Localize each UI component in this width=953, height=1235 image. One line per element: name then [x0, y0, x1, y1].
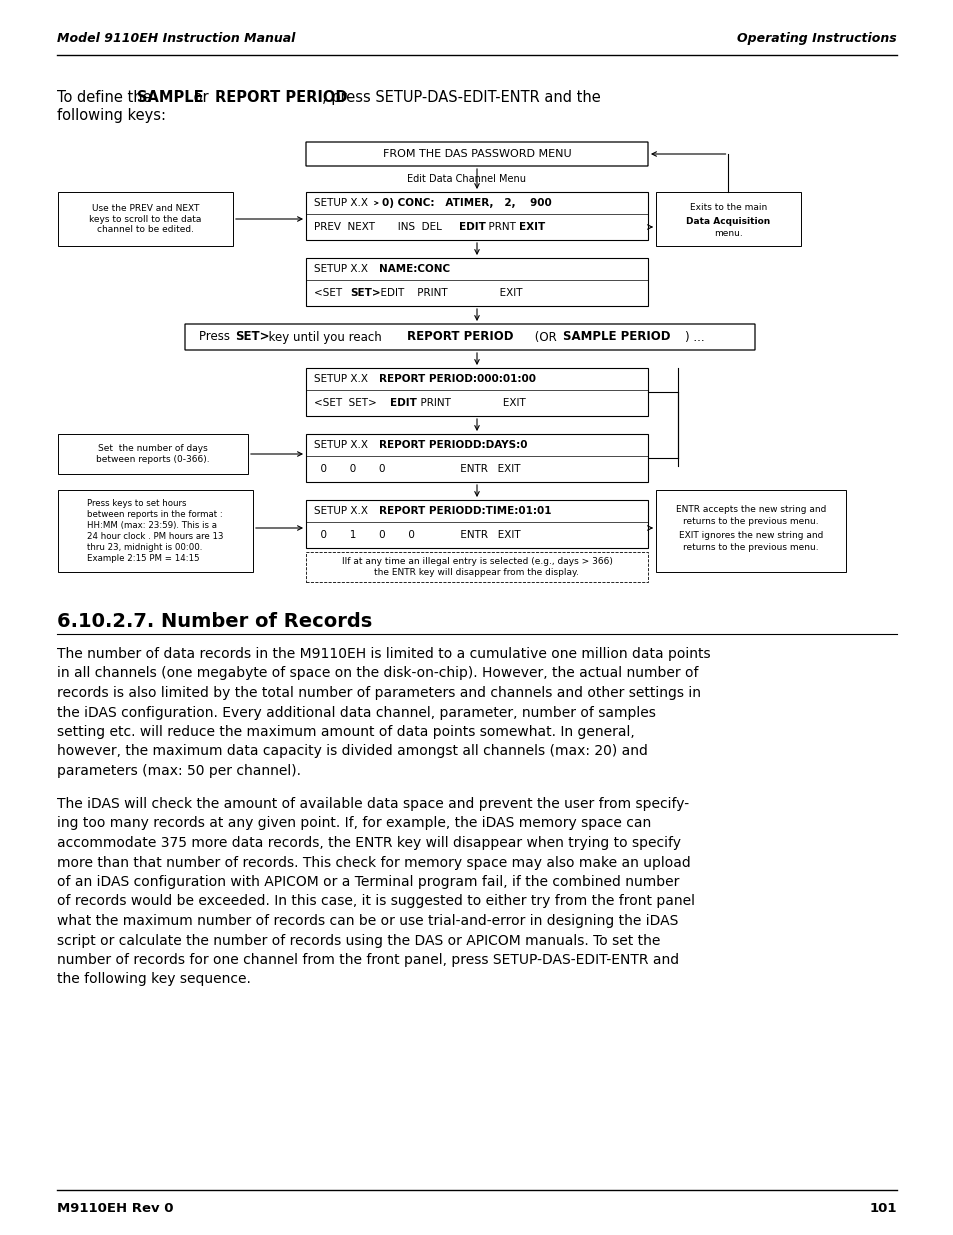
Text: 0) CONC:   ATIMER,   2,    900: 0) CONC: ATIMER, 2, 900	[381, 198, 551, 207]
Text: <SET  SET>: <SET SET>	[314, 398, 383, 408]
Text: SETUP X.X: SETUP X.X	[314, 198, 368, 207]
Text: SET>: SET>	[350, 288, 380, 298]
Text: Press keys to set hours
between reports in the format :
HH:MM (max: 23:59). This: Press keys to set hours between reports …	[87, 499, 224, 563]
Text: SETUP X.X: SETUP X.X	[314, 440, 368, 450]
Bar	[306, 191, 647, 240]
Text: PRNT: PRNT	[481, 222, 522, 232]
Text: Model 9110EH Instruction Manual: Model 9110EH Instruction Manual	[57, 32, 295, 44]
Text: returns to the previous menu.: returns to the previous menu.	[682, 543, 818, 552]
Bar	[306, 500, 647, 548]
Text: FROM THE DAS PASSWORD MENU: FROM THE DAS PASSWORD MENU	[382, 149, 571, 159]
Text: REPORT PERIODD:TIME:01:01: REPORT PERIODD:TIME:01:01	[378, 506, 551, 516]
Text: , press SETUP-DAS-EDIT-ENTR and the: , press SETUP-DAS-EDIT-ENTR and the	[322, 90, 600, 105]
Text: ) ...: ) ...	[684, 331, 704, 343]
Bar	[656, 490, 845, 572]
Text: following keys:: following keys:	[57, 107, 166, 124]
Text: To define the: To define the	[57, 90, 156, 105]
Bar	[306, 258, 647, 306]
Text: EDIT: EDIT	[390, 398, 416, 408]
Text: The number of data records in the M9110EH is limited to a cumulative one million: The number of data records in the M9110E…	[57, 647, 710, 778]
Text: SAMPLE PERIOD: SAMPLE PERIOD	[562, 331, 670, 343]
Text: Data Acquisition: Data Acquisition	[685, 216, 770, 226]
Text: NAME:CONC: NAME:CONC	[378, 264, 450, 274]
Text: PRINT                EXIT: PRINT EXIT	[414, 398, 525, 408]
Text: Operating Instructions: Operating Instructions	[737, 32, 896, 44]
Text: or: or	[189, 90, 213, 105]
Text: Set  the number of days
between reports (0-366).: Set the number of days between reports (…	[96, 445, 210, 463]
Text: EDIT: EDIT	[458, 222, 485, 232]
FancyBboxPatch shape	[185, 324, 754, 350]
Text: M9110EH Rev 0: M9110EH Rev 0	[57, 1202, 173, 1215]
Bar	[306, 433, 647, 482]
Text: (OR: (OR	[531, 331, 560, 343]
Text: 6.10.2.7. Number of Records: 6.10.2.7. Number of Records	[57, 613, 372, 631]
Text: Exits to the main: Exits to the main	[689, 204, 766, 212]
Text: SET>: SET>	[234, 331, 269, 343]
Text: SETUP X.X: SETUP X.X	[314, 264, 368, 274]
Text: returns to the previous menu.: returns to the previous menu.	[682, 517, 818, 526]
Text: EDIT    PRINT                EXIT: EDIT PRINT EXIT	[374, 288, 522, 298]
Bar	[58, 191, 233, 246]
Bar	[58, 490, 253, 572]
Text: key until you reach: key until you reach	[261, 331, 385, 343]
Text: 0       0       0                       ENTR   EXIT: 0 0 0 ENTR EXIT	[314, 464, 520, 474]
Text: EXIT: EXIT	[518, 222, 545, 232]
Text: REPORT PERIOD: REPORT PERIOD	[214, 90, 347, 105]
FancyBboxPatch shape	[306, 142, 647, 165]
Text: <SET: <SET	[314, 288, 348, 298]
Bar	[58, 433, 248, 474]
Text: REPORT PERIOD: REPORT PERIOD	[407, 331, 513, 343]
Text: 101: 101	[868, 1202, 896, 1215]
Bar	[306, 552, 647, 582]
Text: PREV  NEXT       INS  DEL: PREV NEXT INS DEL	[314, 222, 448, 232]
Text: ENTR accepts the new string and: ENTR accepts the new string and	[675, 505, 825, 515]
Text: IIf at any time an illegal entry is selected (e.g., days > 366)
the ENTR key wil: IIf at any time an illegal entry is sele…	[341, 557, 612, 577]
Text: SETUP X.X: SETUP X.X	[314, 374, 368, 384]
Text: Use the PREV and NEXT
keys to scroll to the data
channel to be edited.: Use the PREV and NEXT keys to scroll to …	[90, 204, 201, 233]
Text: 0       1       0       0              ENTR   EXIT: 0 1 0 0 ENTR EXIT	[314, 530, 520, 540]
Bar	[306, 368, 647, 416]
Text: REPORT PERIOD:000:01:00: REPORT PERIOD:000:01:00	[378, 374, 536, 384]
Text: Edit Data Channel Menu: Edit Data Channel Menu	[407, 174, 526, 184]
Bar	[656, 191, 801, 246]
Text: SAMPLE: SAMPLE	[137, 90, 203, 105]
Text: SETUP X.X: SETUP X.X	[314, 506, 368, 516]
Text: REPORT PERIODD:DAYS:0: REPORT PERIODD:DAYS:0	[378, 440, 527, 450]
Text: The iDAS will check the amount of available data space and prevent the user from: The iDAS will check the amount of availa…	[57, 797, 695, 987]
Text: EXIT ignores the new string and: EXIT ignores the new string and	[679, 531, 822, 541]
Text: Press: Press	[199, 331, 233, 343]
Text: menu.: menu.	[714, 230, 742, 238]
